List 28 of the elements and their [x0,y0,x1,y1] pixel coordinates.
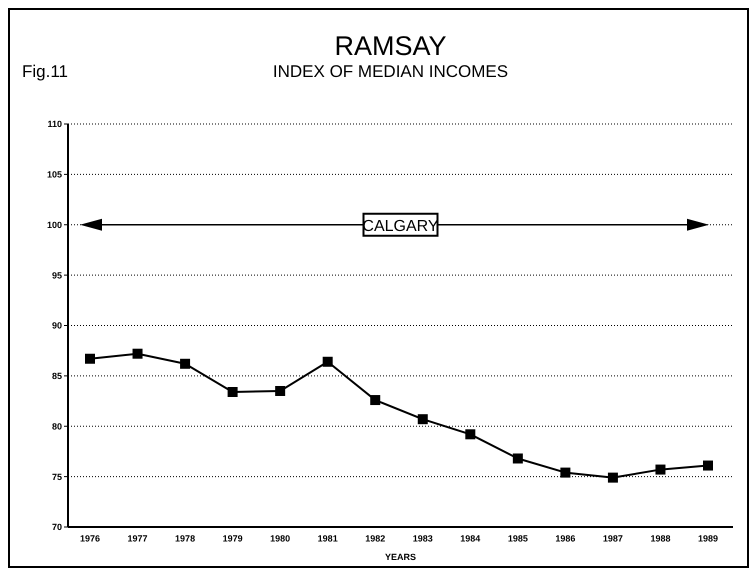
x-tick-label: 1981 [318,533,338,544]
x-tick-label: 1976 [80,533,100,544]
x-tick-label: 1982 [365,533,386,544]
y-tick-label: 100 [46,220,62,230]
y-tick-label: 70 [52,522,62,532]
x-tick-label: 1978 [175,533,196,544]
ref-line-label: CALGARY [362,218,439,235]
chart-subtitle: INDEX OF MEDIAN INCOMES [272,62,508,81]
x-tick-label: 1977 [128,533,148,544]
caption: Fig.11 [22,62,68,82]
x-tick-label: 1984 [460,533,480,544]
x-tick-label: 1983 [412,533,433,544]
y-tick-label: 80 [52,421,62,432]
x-tick-label: 1987 [602,533,623,544]
y-tick-label: 75 [52,472,62,482]
y-tick-label: 110 [47,119,62,130]
y-tick-label: 95 [52,270,62,280]
chart-title: RAMSAY [333,31,448,61]
x-tick-label: 1980 [270,533,290,544]
y-tick-label: 90 [52,320,62,331]
x-tick-label: 1988 [650,533,670,544]
x-tick-label: 1989 [698,533,718,544]
x-tick-label: 1979 [222,533,243,544]
y-tick-label: 105 [46,170,62,180]
x-axis-title: YEARS [384,552,416,562]
y-tick-label: 85 [52,371,62,382]
x-tick-label: 1986 [555,533,576,544]
x-tick-label: 1985 [508,533,528,544]
